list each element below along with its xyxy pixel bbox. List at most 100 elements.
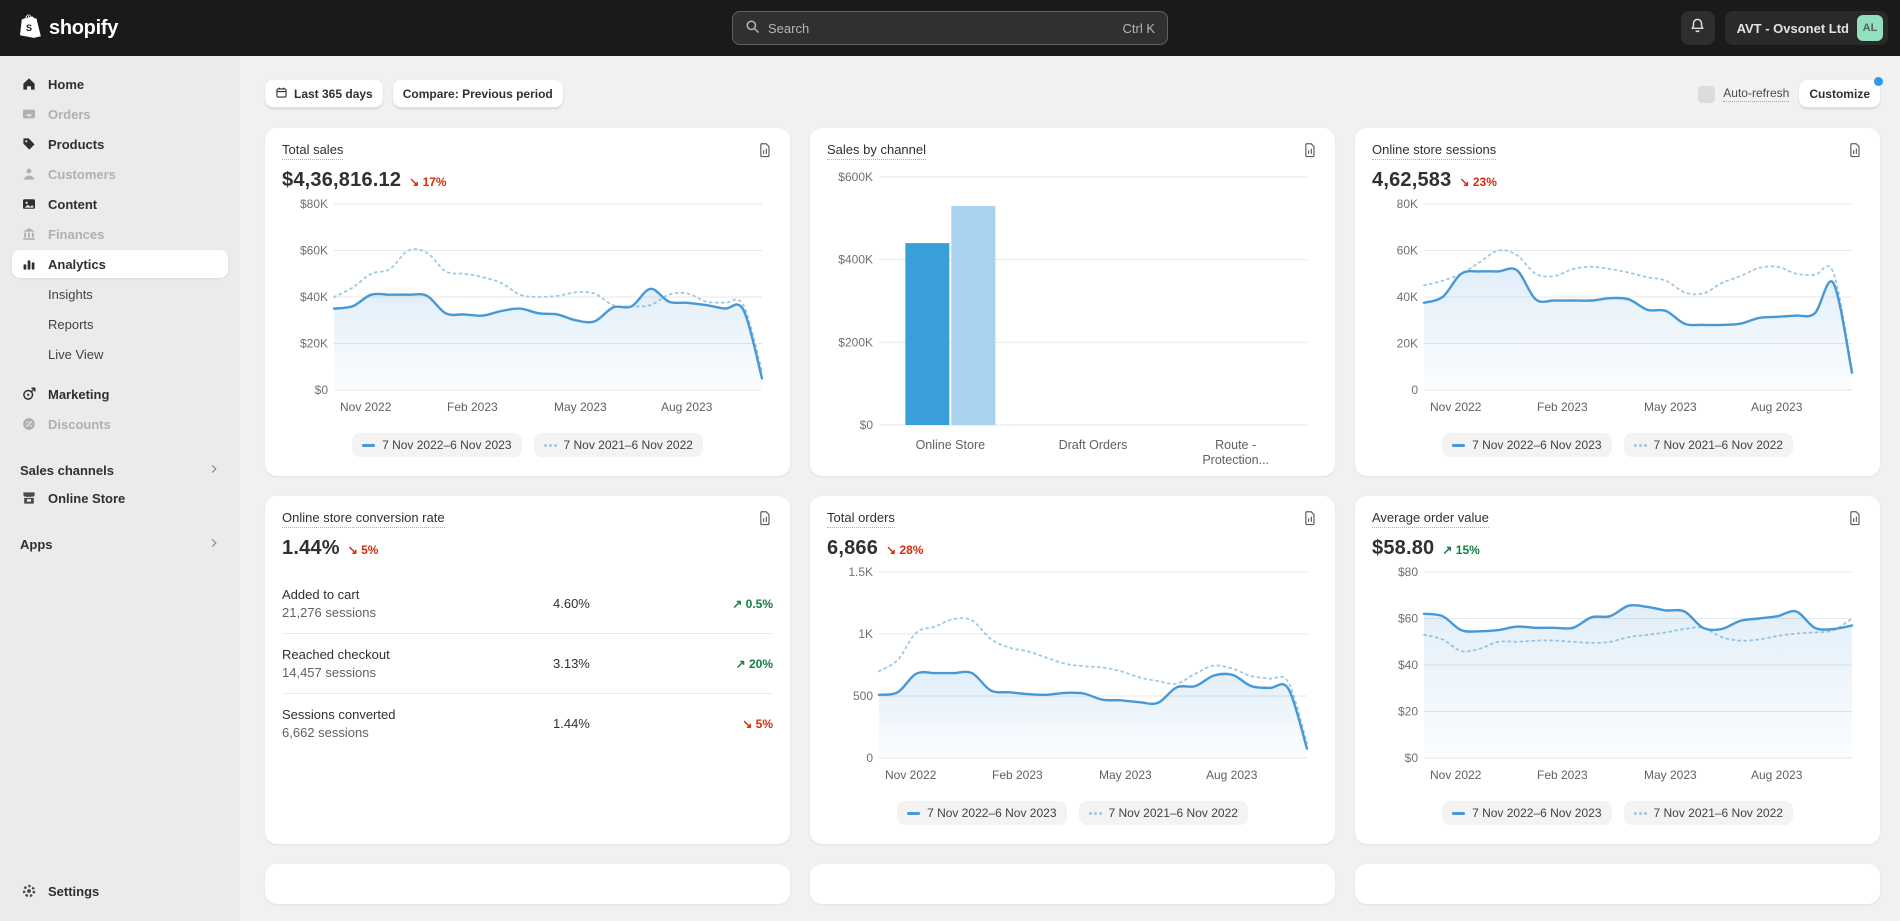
svg-text:May 2023: May 2023 xyxy=(554,400,607,414)
metric-row: 6,866 ↘ 28% xyxy=(827,537,1318,560)
svg-text:$40K: $40K xyxy=(300,290,328,304)
metric-delta: ↘ 5% xyxy=(348,543,379,557)
total-orders-card: Total orders 6,866 ↘ 28% 1.5K 1K 500 0 Nov 2022… xyxy=(810,496,1335,844)
analytics-icon xyxy=(20,255,38,273)
chart-area: 1.5K 1K 500 0 Nov 2022 Feb 2023 May 2023 Aug 20… xyxy=(827,564,1318,791)
svg-text:Aug 2023: Aug 2023 xyxy=(661,400,713,414)
metric-delta: ↗ 15% xyxy=(1442,543,1479,557)
svg-text:$60K: $60K xyxy=(300,244,328,258)
svg-text:$80: $80 xyxy=(1398,565,1418,579)
delta-label: 5% xyxy=(361,543,379,557)
line-chart: $80K $60K $40K $20K $0 Nov 2022 Feb 2023 May 20… xyxy=(300,197,764,414)
svg-text:May 2023: May 2023 xyxy=(1644,400,1697,414)
legend-current[interactable]: 7 Nov 2022–6 Nov 2023 xyxy=(897,801,1067,825)
svg-text:$0: $0 xyxy=(315,383,329,397)
sidebar-item-insights[interactable]: Insights xyxy=(12,280,228,308)
average-order-value-card: Average order value $58.80 ↗ 15% $80 $60 $40 $… xyxy=(1355,496,1880,844)
funnel-step-rate: 3.13% xyxy=(553,656,590,671)
sidebar-item-discounts[interactable]: Discounts xyxy=(12,410,228,438)
card-title[interactable]: Online store conversion rate xyxy=(282,510,445,528)
metric-row: 1.44% ↘ 5% xyxy=(282,537,773,560)
legend-current[interactable]: 7 Nov 2022–6 Nov 2023 xyxy=(1442,433,1612,457)
metric-value: $4,36,816.12 xyxy=(282,169,402,191)
card-stub xyxy=(810,864,1335,904)
delta-label: 28% xyxy=(899,543,924,557)
gear-icon xyxy=(20,882,38,900)
legend-current[interactable]: 7 Nov 2022–6 Nov 2023 xyxy=(352,433,522,457)
report-icon[interactable] xyxy=(757,142,773,163)
card-title[interactable]: Average order value xyxy=(1372,510,1489,528)
sidebar-item-label: Customers xyxy=(48,166,116,182)
delta-label: 23% xyxy=(1472,175,1497,189)
sidebar-item-products[interactable]: Products xyxy=(12,130,228,158)
card-title[interactable]: Total orders xyxy=(827,510,895,528)
sidebar-section-apps[interactable]: Apps xyxy=(12,530,228,558)
notifications-button[interactable] xyxy=(1680,11,1715,45)
svg-text:Online Store: Online Store xyxy=(916,438,986,452)
legend-previous-label: 7 Nov 2021–6 Nov 2022 xyxy=(1653,806,1783,820)
chart-area: $80 $60 $40 $20 $0 Nov 2022 Feb 2023 May 2023 Au… xyxy=(1372,564,1863,791)
sidebar-item-marketing[interactable]: Marketing xyxy=(12,380,228,408)
auto-refresh-checkbox[interactable] xyxy=(1698,85,1716,103)
svg-text:Aug 2023: Aug 2023 xyxy=(1751,768,1803,782)
card-title[interactable]: Sales by channel xyxy=(827,142,927,160)
chevron-right-icon xyxy=(208,463,220,478)
svg-text:$20K: $20K xyxy=(300,337,328,351)
online-store-sessions-card: Online store sessions 4,62,583 ↘ 23% 80K 60K… xyxy=(1355,128,1880,476)
legend-previous[interactable]: 7 Nov 2021–6 Nov 2022 xyxy=(533,433,703,457)
sidebar-item-content[interactable]: Content xyxy=(12,190,228,218)
funnel-row-added-to-cart: Added to cart 21,276 sessions 4.60% ↗ 0.5% xyxy=(282,574,773,633)
sales-by-channel-card: Sales by channel $600K $400K $200K $0 Online … xyxy=(810,128,1335,476)
date-range-button[interactable]: Last 365 days xyxy=(265,80,383,108)
report-icon[interactable] xyxy=(757,510,773,531)
report-icon[interactable] xyxy=(1302,510,1318,531)
report-icon[interactable] xyxy=(1847,510,1863,531)
customize-button[interactable]: Customize xyxy=(1799,80,1880,108)
legend-previous[interactable]: 7 Nov 2021–6 Nov 2022 xyxy=(1623,801,1793,825)
svg-text:$0: $0 xyxy=(860,418,874,432)
metric-value: 1.44% xyxy=(282,537,340,559)
metric-row: $58.80 ↗ 15% xyxy=(1372,537,1863,560)
card-title[interactable]: Online store sessions xyxy=(1372,142,1497,160)
sidebar-section-sales-channels[interactable]: Sales channels xyxy=(12,456,228,484)
arrow-down-right-icon: ↘ xyxy=(1459,175,1473,189)
svg-text:40K: 40K xyxy=(1397,290,1418,304)
chart-legend: 7 Nov 2022–6 Nov 2023 7 Nov 2021–6 Nov 20… xyxy=(1372,801,1863,825)
legend-current[interactable]: 7 Nov 2022–6 Nov 2023 xyxy=(1442,801,1612,825)
sidebar-item-label: Live View xyxy=(48,346,104,362)
svg-text:$40: $40 xyxy=(1398,658,1418,672)
search-shortcut: Ctrl K xyxy=(1122,20,1156,36)
report-icon[interactable] xyxy=(1847,142,1863,163)
sidebar-item-label: Home xyxy=(48,76,85,92)
sidebar-item-reports[interactable]: Reports xyxy=(12,310,228,338)
sidebar-item-customers[interactable]: Customers xyxy=(12,160,228,188)
shopify-logo[interactable]: S shopify xyxy=(18,13,118,44)
store-menu[interactable]: AVT - Ovsonet Ltd AL xyxy=(1724,11,1888,45)
search-input[interactable]: Search Ctrl K xyxy=(732,11,1168,45)
legend-previous[interactable]: 7 Nov 2021–6 Nov 2022 xyxy=(1078,801,1248,825)
sidebar-item-analytics[interactable]: Analytics xyxy=(12,250,228,278)
sidebar-item-finances[interactable]: Finances xyxy=(12,220,228,248)
funnel-step-sessions: 6,662 sessions xyxy=(282,725,369,740)
delta-label: 17% xyxy=(422,175,447,189)
sidebar-item-orders[interactable]: Orders xyxy=(12,100,228,128)
auto-refresh-toggle[interactable]: Auto-refresh xyxy=(1698,85,1790,103)
arrow-up-right-icon: ↗ xyxy=(735,656,749,671)
delta-label: 0.5% xyxy=(745,596,773,611)
legend-previous-label: 7 Nov 2021–6 Nov 2022 xyxy=(1108,806,1238,820)
card-title[interactable]: Total sales xyxy=(282,142,344,160)
legend-previous[interactable]: 7 Nov 2021–6 Nov 2022 xyxy=(1623,433,1793,457)
sidebar-item-settings[interactable]: Settings xyxy=(12,877,228,905)
sidebar-item-live-view[interactable]: Live View xyxy=(12,340,228,368)
svg-text:80K: 80K xyxy=(1397,197,1418,211)
sidebar-item-online-store[interactable]: Online Store xyxy=(12,484,228,512)
legend-current-label: 7 Nov 2022–6 Nov 2023 xyxy=(382,438,512,452)
sidebar-item-home[interactable]: Home xyxy=(12,70,228,98)
conversion-funnel: Added to cart 21,276 sessions 4.60% ↗ 0.5% R… xyxy=(282,574,773,753)
svg-text:$200K: $200K xyxy=(838,335,873,349)
report-icon[interactable] xyxy=(1302,142,1318,163)
svg-text:Nov 2022: Nov 2022 xyxy=(1430,768,1482,782)
chart-area: $600K $400K $200K $0 Online Store Draft Order… xyxy=(827,167,1318,472)
compare-button[interactable]: Compare: Previous period xyxy=(392,80,563,108)
calendar-icon xyxy=(275,86,288,102)
